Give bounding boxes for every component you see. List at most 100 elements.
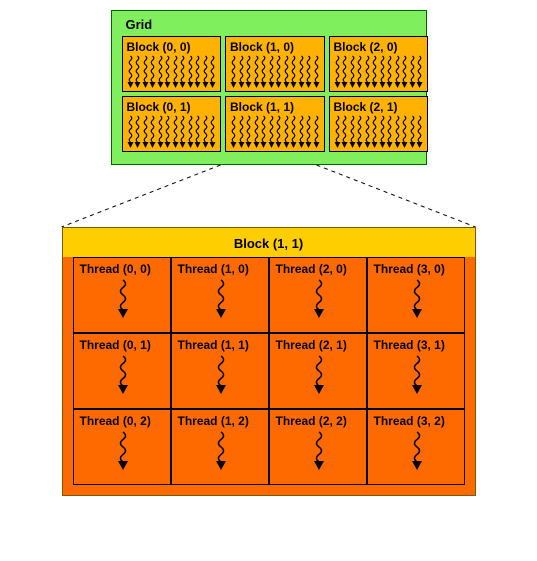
- thread-mini-icon: [283, 55, 290, 89]
- thread-cell: Thread (0, 1): [73, 333, 171, 409]
- thread-mini-icon: [371, 55, 378, 89]
- grid-block: Block (0, 1): [122, 96, 222, 152]
- grid-block-label: Block (2, 1): [334, 100, 424, 114]
- thread-mini-icon: [202, 115, 209, 149]
- thread-mini-icon: [172, 115, 179, 149]
- thread-mini-icon: [349, 115, 356, 149]
- thread-cell-label: Thread (0, 1): [80, 338, 151, 352]
- thread-mini-icon: [409, 115, 416, 149]
- thread-mini-icon: [298, 115, 305, 149]
- thread-mini-icon: [260, 115, 267, 149]
- thread-mini-icon: [394, 115, 401, 149]
- thread-arrow-icon: [114, 354, 132, 396]
- thread-mini-icon: [298, 55, 305, 89]
- thread-mini-icon: [245, 115, 252, 149]
- zoom-connectors: [10, 165, 527, 227]
- thread-grid-container: Thread (0, 0) Thread (1, 0) Thread (2, 0…: [63, 257, 475, 495]
- thread-mini-icon: [305, 115, 312, 149]
- thread-mini-icon: [401, 55, 408, 89]
- thread-mini-icon: [230, 55, 237, 89]
- thread-mini-icon: [157, 115, 164, 149]
- thread-mini-icon: [364, 55, 371, 89]
- thread-cell: Thread (3, 0): [367, 257, 465, 333]
- thread-mini-icon: [179, 115, 186, 149]
- grid-block: Block (2, 0): [329, 36, 429, 92]
- thread-mini-icon: [194, 55, 201, 89]
- grid-block: Block (0, 0): [122, 36, 222, 92]
- thread-mini-icon: [164, 55, 171, 89]
- thread-mini-icon: [127, 115, 134, 149]
- thread-mini-icon: [313, 115, 320, 149]
- grid-block-label: Block (0, 0): [127, 40, 217, 54]
- thread-mini-icon: [341, 115, 348, 149]
- thread-cell: Thread (3, 2): [367, 409, 465, 485]
- thread-cell-label: Thread (2, 1): [276, 338, 347, 352]
- diagram-root: Grid Block (0, 0) Block (1, 0): [10, 10, 527, 496]
- thread-arrow-icon: [114, 430, 132, 472]
- thread-mini-icon: [260, 55, 267, 89]
- block-detail-panel: Block (1, 1) Thread (0, 0) Thread (1, 0)…: [62, 227, 476, 496]
- thread-mini-icon: [230, 115, 237, 149]
- thread-mini-icon: [142, 55, 149, 89]
- thread-arrow-icon: [310, 430, 328, 472]
- thread-mini-icon: [209, 115, 216, 149]
- mini-thread-row: [334, 115, 424, 149]
- thread-cell-label: Thread (1, 0): [178, 262, 249, 276]
- thread-mini-icon: [386, 115, 393, 149]
- thread-arrow-icon: [212, 430, 230, 472]
- thread-mini-icon: [253, 55, 260, 89]
- thread-cell: Thread (1, 1): [171, 333, 269, 409]
- thread-arrow-icon: [408, 354, 426, 396]
- thread-cell-label: Thread (3, 2): [374, 414, 445, 428]
- thread-mini-icon: [379, 55, 386, 89]
- thread-arrow-icon: [212, 354, 230, 396]
- grid-panel: Grid Block (0, 0) Block (1, 0): [111, 10, 427, 165]
- thread-cell-label: Thread (2, 0): [276, 262, 347, 276]
- grid-block-label: Block (1, 1): [230, 100, 320, 114]
- thread-mini-icon: [341, 55, 348, 89]
- thread-mini-icon: [334, 55, 341, 89]
- thread-mini-icon: [290, 115, 297, 149]
- thread-cell-label: Thread (1, 1): [178, 338, 249, 352]
- thread-mini-icon: [245, 55, 252, 89]
- mini-thread-row: [230, 55, 320, 89]
- thread-cell: Thread (0, 2): [73, 409, 171, 485]
- thread-arrow-icon: [408, 278, 426, 320]
- thread-mini-icon: [356, 55, 363, 89]
- thread-mini-icon: [386, 55, 393, 89]
- grid-block-label: Block (1, 0): [230, 40, 320, 54]
- thread-mini-icon: [275, 55, 282, 89]
- thread-mini-icon: [268, 115, 275, 149]
- thread-mini-icon: [238, 115, 245, 149]
- thread-mini-icon: [416, 55, 423, 89]
- thread-cell-label: Thread (3, 0): [374, 262, 445, 276]
- thread-cell: Thread (2, 0): [269, 257, 367, 333]
- thread-cell-label: Thread (2, 2): [276, 414, 347, 428]
- thread-arrow-icon: [310, 278, 328, 320]
- thread-arrow-icon: [212, 278, 230, 320]
- thread-mini-icon: [157, 55, 164, 89]
- thread-mini-icon: [149, 55, 156, 89]
- grid-block: Block (1, 1): [225, 96, 325, 152]
- thread-mini-icon: [313, 55, 320, 89]
- grid-block: Block (2, 1): [329, 96, 429, 152]
- thread-mini-icon: [416, 115, 423, 149]
- mini-thread-row: [334, 55, 424, 89]
- thread-mini-icon: [401, 115, 408, 149]
- thread-mini-icon: [379, 115, 386, 149]
- thread-mini-icon: [187, 115, 194, 149]
- thread-mini-icon: [202, 55, 209, 89]
- thread-mini-icon: [364, 115, 371, 149]
- thread-cell: Thread (2, 1): [269, 333, 367, 409]
- thread-cell-label: Thread (3, 1): [374, 338, 445, 352]
- thread-mini-icon: [253, 115, 260, 149]
- thread-arrow-icon: [114, 278, 132, 320]
- grid-block: Block (1, 0): [225, 36, 325, 92]
- grid-title: Grid: [112, 11, 426, 36]
- thread-mini-icon: [134, 55, 141, 89]
- mini-thread-row: [230, 115, 320, 149]
- thread-cell: Thread (2, 2): [269, 409, 367, 485]
- thread-mini-icon: [142, 115, 149, 149]
- thread-mini-icon: [283, 115, 290, 149]
- thread-mini-icon: [356, 115, 363, 149]
